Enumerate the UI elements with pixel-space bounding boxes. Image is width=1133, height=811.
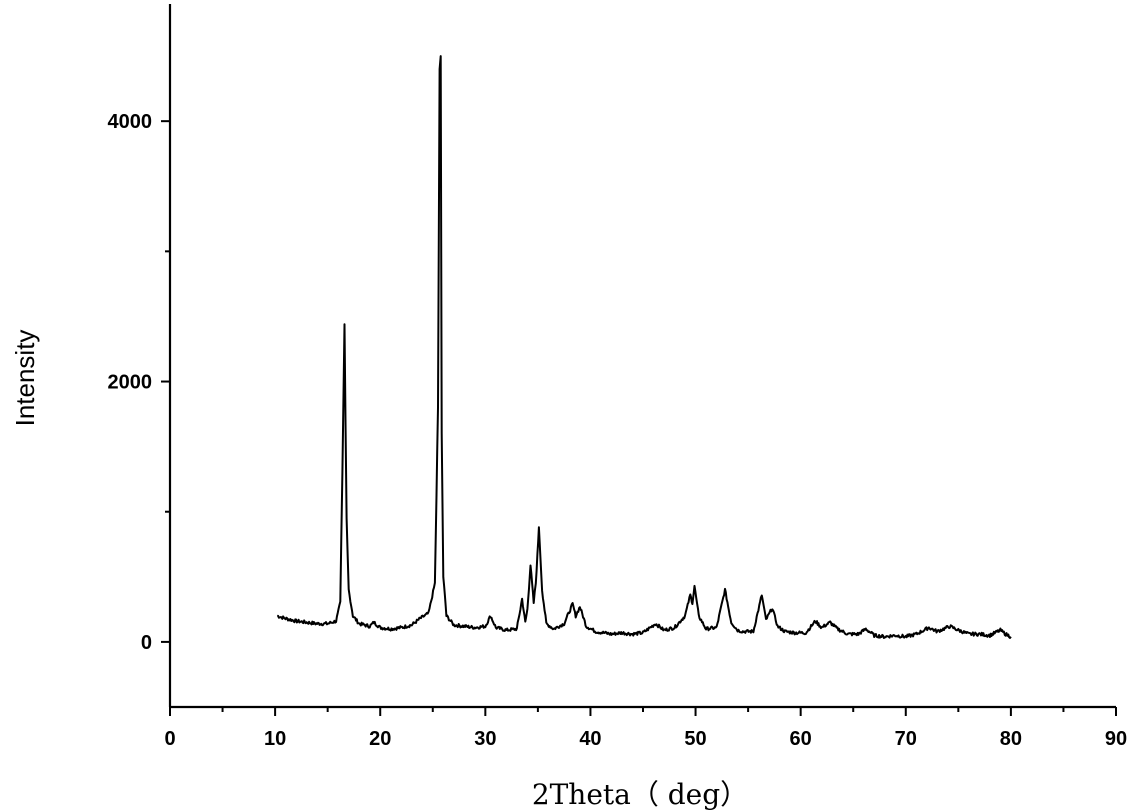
- y-tick-label: 4000: [108, 111, 153, 133]
- xrd-series-line: [277, 55, 1012, 639]
- x-tick-label: 50: [684, 728, 706, 750]
- axes: [168, 4, 1116, 709]
- x-tick-label: 80: [1000, 728, 1022, 750]
- x-tick-label: 10: [264, 728, 286, 750]
- x-tick-label: 90: [1105, 728, 1127, 750]
- x-tick-label: 30: [474, 728, 496, 750]
- x-tick-label: 60: [790, 728, 812, 750]
- y-ticks: 0 2000 4000: [108, 111, 170, 654]
- y-tick-label: 0: [141, 632, 152, 654]
- x-tick-label: 0: [164, 728, 175, 750]
- x-tick-label: 70: [895, 728, 917, 750]
- y-axis-title: Intensity: [10, 330, 40, 427]
- x-ticks: 0 10 20 30 40 50 60 70 80 90: [164, 707, 1127, 750]
- x-tick-label: 20: [369, 728, 391, 750]
- y-tick-label: 2000: [108, 372, 153, 394]
- x-tick-label: 40: [579, 728, 601, 750]
- x-axis-title: 2Theta（ deg）: [532, 778, 748, 811]
